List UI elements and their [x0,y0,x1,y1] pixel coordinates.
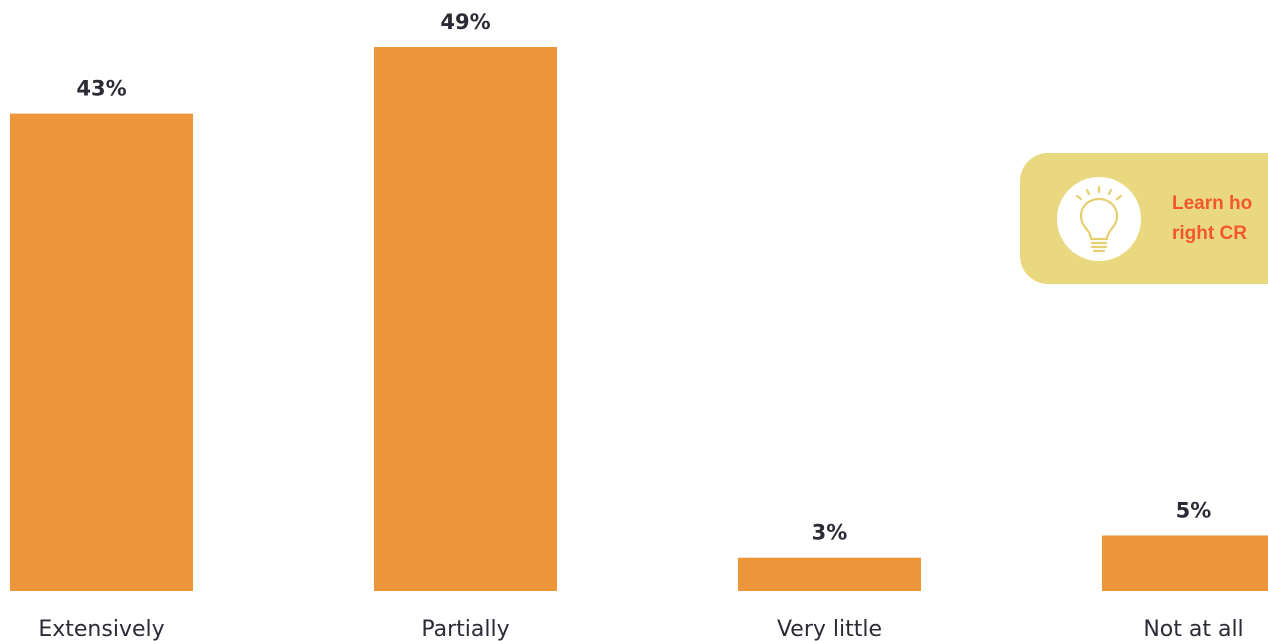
data-label: 43% [76,77,126,101]
bar-extensively [10,113,193,591]
category-label: Not at all [1143,617,1243,641]
data-label: 49% [440,10,490,34]
category-label: Partially [421,617,509,641]
bar-very-little [738,557,921,591]
callout-line-1: Learn ho [1172,193,1253,214]
data-label: 5% [1176,498,1212,522]
callout-text[interactable]: Learn ho right CR [1172,189,1252,249]
category-label: Extensively [38,617,164,641]
data-label: 3% [812,521,848,545]
bar-partially [374,47,557,591]
bar-not-at-all [1102,535,1268,591]
callout-line-2: right CR [1172,223,1247,244]
category-label: Very little [777,617,882,641]
callout-card[interactable]: Learn ho right CR [1020,153,1268,284]
lightbulb-icon [1057,177,1141,261]
